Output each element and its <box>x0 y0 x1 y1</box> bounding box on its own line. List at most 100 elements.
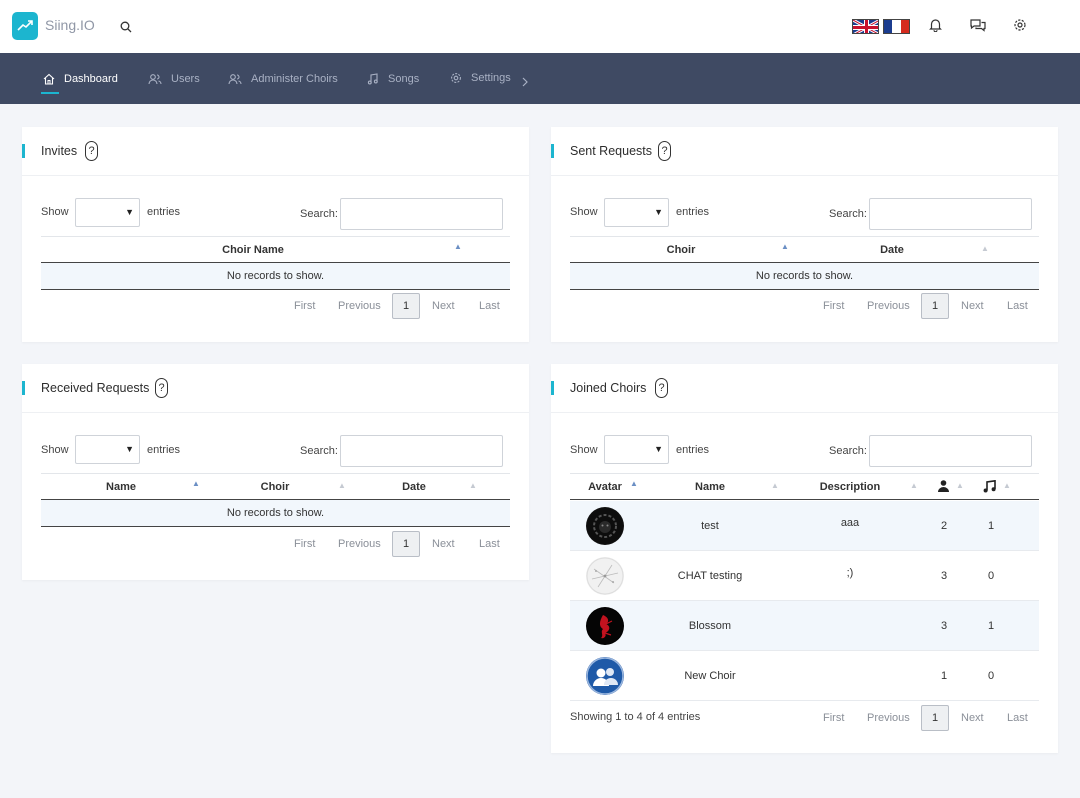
pagination: First Previous 1 Next Last <box>22 293 529 326</box>
entries-select[interactable]: ▼ <box>604 435 669 464</box>
pagination: First Previous 1 Next Last <box>22 531 529 564</box>
table-row[interactable]: New Choir 1 0 <box>570 651 1039 701</box>
help-icon[interactable]: ? <box>658 141 671 161</box>
page-1-button[interactable]: 1 <box>921 293 949 319</box>
card-header: Invites ? <box>22 127 529 176</box>
nav-label: Settings <box>471 72 511 84</box>
card-accent <box>551 144 554 158</box>
sort-icon[interactable]: ▲ <box>981 244 989 253</box>
help-icon[interactable]: ? <box>85 141 98 161</box>
chevron-right-icon[interactable] <box>521 74 528 92</box>
users-icon <box>148 74 162 85</box>
show-label: Show <box>41 444 69 456</box>
song-count: 0 <box>987 570 995 582</box>
trend-icon[interactable] <box>12 12 38 40</box>
page-1-button[interactable]: 1 <box>921 705 949 731</box>
column-header-avatar[interactable]: Avatar <box>588 481 622 493</box>
chat-icon[interactable] <box>970 18 986 37</box>
next-page-button[interactable]: Next <box>961 712 984 724</box>
sort-icon[interactable]: ▲ <box>910 481 918 490</box>
search-input[interactable] <box>340 435 503 467</box>
help-icon[interactable]: ? <box>155 378 168 398</box>
show-label: Show <box>570 206 598 218</box>
table-row[interactable]: test aaa 2 1 <box>570 501 1039 551</box>
entries-select[interactable]: ▼ <box>75 435 140 464</box>
first-page-button[interactable]: First <box>823 712 845 724</box>
first-page-button[interactable]: First <box>294 300 316 312</box>
sort-icon[interactable]: ▲ <box>1003 481 1011 490</box>
column-header-name[interactable]: Name <box>106 481 136 493</box>
nav-item-administer-choirs[interactable]: Administer Choirs <box>228 73 338 85</box>
entries-select[interactable]: ▼ <box>75 198 140 227</box>
previous-page-button[interactable]: Previous <box>867 712 910 724</box>
search-input[interactable] <box>869 435 1032 467</box>
nav-item-songs[interactable]: Songs <box>367 73 419 85</box>
gear-icon <box>451 73 461 83</box>
column-header-choir[interactable]: Choir <box>260 481 290 493</box>
column-header-description[interactable]: Description <box>819 481 881 493</box>
previous-page-button[interactable]: Previous <box>867 300 910 312</box>
column-header-choir[interactable]: Choir <box>666 244 696 256</box>
last-page-button[interactable]: Last <box>1007 300 1028 312</box>
table-row[interactable]: CHAT testing ;) 3 0 <box>570 551 1039 601</box>
help-icon[interactable]: ? <box>655 378 668 398</box>
nav-item-dashboard[interactable]: Dashboard <box>43 73 118 85</box>
column-header-date[interactable]: Date <box>880 244 904 256</box>
last-page-button[interactable]: Last <box>479 300 500 312</box>
sort-icon[interactable]: ▲ <box>338 481 346 490</box>
choir-name[interactable]: New Choir <box>684 670 736 682</box>
next-page-button[interactable]: Next <box>961 300 984 312</box>
column-header-name[interactable]: Name <box>695 481 725 493</box>
top-bar: Siing.IO <box>0 0 1080 53</box>
first-page-button[interactable]: First <box>294 538 316 550</box>
first-page-button[interactable]: First <box>823 300 845 312</box>
sent-requests-card: Sent Requests ? Show ▼ entries Search: C… <box>551 127 1058 342</box>
sort-icon[interactable]: ▲ <box>956 481 964 490</box>
nav-item-settings[interactable]: Settings <box>450 72 511 84</box>
next-page-button[interactable]: Next <box>432 538 455 550</box>
entries-label: entries <box>676 206 710 218</box>
received-requests-title: Received Requests <box>41 381 150 395</box>
sort-asc-icon[interactable]: ▲ <box>454 242 462 251</box>
last-page-button[interactable]: Last <box>479 538 500 550</box>
card-header: Joined Choirs ? <box>551 364 1058 413</box>
entries-select[interactable]: ▼ <box>604 198 669 227</box>
next-page-button[interactable]: Next <box>432 300 455 312</box>
previous-page-button[interactable]: Previous <box>338 538 381 550</box>
music-icon <box>367 73 378 85</box>
fr-flag-icon[interactable] <box>883 19 910 34</box>
previous-page-button[interactable]: Previous <box>338 300 381 312</box>
search-input[interactable] <box>340 198 503 230</box>
bell-icon[interactable] <box>929 18 942 37</box>
app-name[interactable]: Siing.IO <box>45 17 95 33</box>
search-input[interactable] <box>869 198 1032 230</box>
table-row[interactable]: Blossom 3 1 <box>570 601 1039 651</box>
sort-asc-icon[interactable]: ▲ <box>192 479 200 488</box>
nav-label: Dashboard <box>64 73 118 85</box>
sort-asc-icon[interactable]: ▲ <box>630 479 638 488</box>
column-header-choir-name[interactable]: Choir Name <box>222 244 284 256</box>
sort-icon[interactable]: ▲ <box>469 481 477 490</box>
members-icon[interactable] <box>938 480 949 495</box>
column-header-date[interactable]: Date <box>402 481 426 493</box>
uk-flag-icon[interactable] <box>852 19 879 34</box>
sort-asc-icon[interactable]: ▲ <box>781 242 789 251</box>
page-1-button[interactable]: 1 <box>392 531 420 557</box>
show-label: Show <box>570 444 598 456</box>
entries-label: entries <box>147 206 181 218</box>
page-1-button[interactable]: 1 <box>392 293 420 319</box>
songs-icon[interactable] <box>983 479 996 496</box>
sort-icon[interactable]: ▲ <box>771 481 779 490</box>
search-icon[interactable] <box>120 20 132 38</box>
choir-name[interactable]: CHAT testing <box>677 570 743 582</box>
gear-icon[interactable] <box>1013 18 1027 37</box>
choir-name[interactable]: test <box>701 520 719 532</box>
caret-down-icon: ▼ <box>654 207 663 217</box>
nav-label: Administer Choirs <box>251 73 338 85</box>
pagination: First Previous 1 Next Last <box>551 705 1058 738</box>
search-label: Search: <box>300 445 338 457</box>
choir-name[interactable]: Blossom <box>688 620 732 632</box>
nav-item-users[interactable]: Users <box>148 73 200 85</box>
last-page-button[interactable]: Last <box>1007 712 1028 724</box>
active-nav-indicator <box>41 92 59 94</box>
